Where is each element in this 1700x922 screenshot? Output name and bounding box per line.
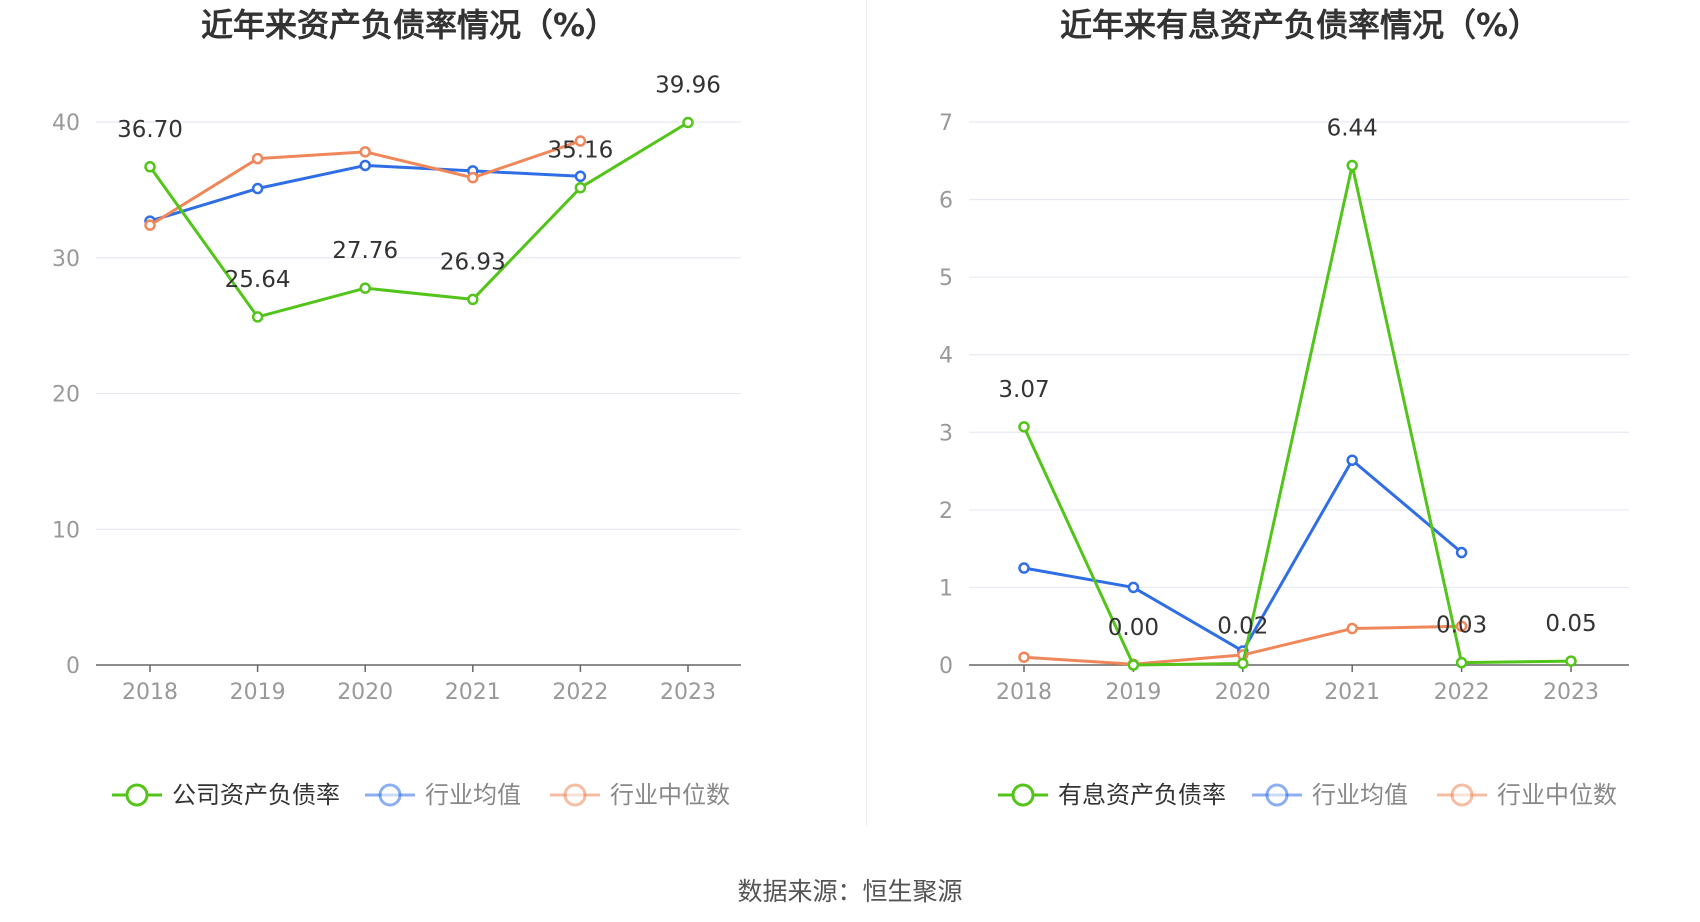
- data-label: 39.96: [655, 73, 721, 99]
- data-label: 26.93: [440, 249, 506, 275]
- data-point: [1455, 620, 1468, 632]
- data-point: [467, 171, 479, 184]
- legend-label: 行业中位数: [610, 781, 730, 809]
- y-tick-label: 20: [52, 383, 80, 408]
- data-point: [251, 311, 264, 323]
- data-label: 0.03: [1436, 613, 1487, 639]
- data-point: [144, 161, 156, 173]
- data-point: [251, 182, 264, 195]
- data-point: [359, 282, 371, 294]
- data-point: [1018, 651, 1030, 663]
- y-tick-label: 0: [66, 654, 80, 679]
- series-line-0: [148, 121, 689, 319]
- x-tick-label: 2019: [230, 680, 286, 705]
- legend-marker: [125, 783, 149, 807]
- panel-divider: [866, 0, 867, 826]
- series-line-0: [1022, 163, 1572, 667]
- y-tick-label: 2: [939, 499, 953, 524]
- data-point: [1127, 581, 1140, 594]
- y-tick-label: 5: [939, 266, 953, 291]
- legend-marker: [1450, 783, 1474, 807]
- data-point: [1237, 657, 1249, 670]
- x-tick-label: 2020: [1215, 680, 1271, 705]
- data-point: [251, 152, 264, 165]
- y-tick-label: 30: [52, 247, 80, 272]
- x-tick-label: 2020: [337, 680, 393, 705]
- data-point: [574, 135, 587, 147]
- x-tick-label: 2018: [122, 680, 178, 705]
- y-tick-label: 0: [939, 654, 953, 679]
- x-tick-label: 2022: [1434, 680, 1490, 705]
- data-label: 27.76: [332, 238, 398, 264]
- data-label: 25.64: [225, 267, 291, 293]
- legend-marker: [563, 783, 587, 807]
- y-tick-label: 6: [939, 189, 953, 214]
- data-point: [1346, 454, 1358, 466]
- y-tick-label: 3: [939, 421, 953, 446]
- legend-marker: [1265, 783, 1289, 807]
- data-point: [574, 181, 587, 194]
- data-point: [1018, 421, 1030, 433]
- data-point: [1565, 655, 1577, 667]
- data-point: [1018, 562, 1030, 574]
- x-tick-label: 2019: [1105, 680, 1161, 705]
- x-tick-label: 2023: [1543, 680, 1599, 705]
- data-point: [1346, 622, 1358, 635]
- chart-title: 近年来资产负债率情况（%）: [201, 6, 617, 44]
- data-label: 3.07: [998, 377, 1049, 403]
- legend-label: 公司资产负债率: [172, 781, 340, 809]
- data-point: [574, 170, 587, 183]
- y-tick-label: 7: [939, 111, 953, 136]
- data-label: 36.70: [117, 117, 183, 143]
- data-point: [467, 293, 479, 306]
- data-source-label: 数据来源：恒生聚源: [737, 877, 963, 906]
- data-label: 0.02: [1217, 613, 1268, 639]
- data-point: [1455, 656, 1468, 669]
- legend-label: 有息资产负债率: [1058, 781, 1226, 809]
- x-tick-label: 2022: [552, 680, 608, 705]
- data-point: [1346, 159, 1358, 172]
- data-label: 0.05: [1545, 611, 1596, 637]
- y-tick-label: 1: [939, 576, 953, 601]
- data-point: [1127, 659, 1140, 671]
- chart-title: 近年来有息资产负债率情况（%）: [1060, 6, 1540, 44]
- legend-marker: [1011, 783, 1035, 807]
- data-point: [144, 219, 156, 231]
- legend-label: 行业中位数: [1497, 781, 1617, 809]
- x-tick-label: 2018: [996, 680, 1052, 705]
- data-point: [1455, 546, 1468, 559]
- data-label: 6.44: [1327, 115, 1378, 141]
- y-tick-label: 10: [52, 518, 80, 543]
- data-point: [359, 159, 371, 172]
- legend-marker: [378, 783, 402, 807]
- data-label: 35.16: [547, 138, 613, 164]
- data-point: [359, 146, 371, 158]
- legend-label: 行业均值: [425, 781, 521, 809]
- y-tick-label: 4: [939, 344, 953, 369]
- x-tick-label: 2021: [445, 680, 501, 705]
- x-tick-label: 2023: [660, 680, 716, 705]
- legend-label: 行业均值: [1312, 781, 1408, 809]
- x-tick-label: 2021: [1324, 680, 1380, 705]
- data-label: 0.00: [1108, 615, 1159, 641]
- data-point: [682, 116, 694, 129]
- series-line-1: [149, 163, 581, 223]
- y-tick-label: 40: [52, 111, 80, 136]
